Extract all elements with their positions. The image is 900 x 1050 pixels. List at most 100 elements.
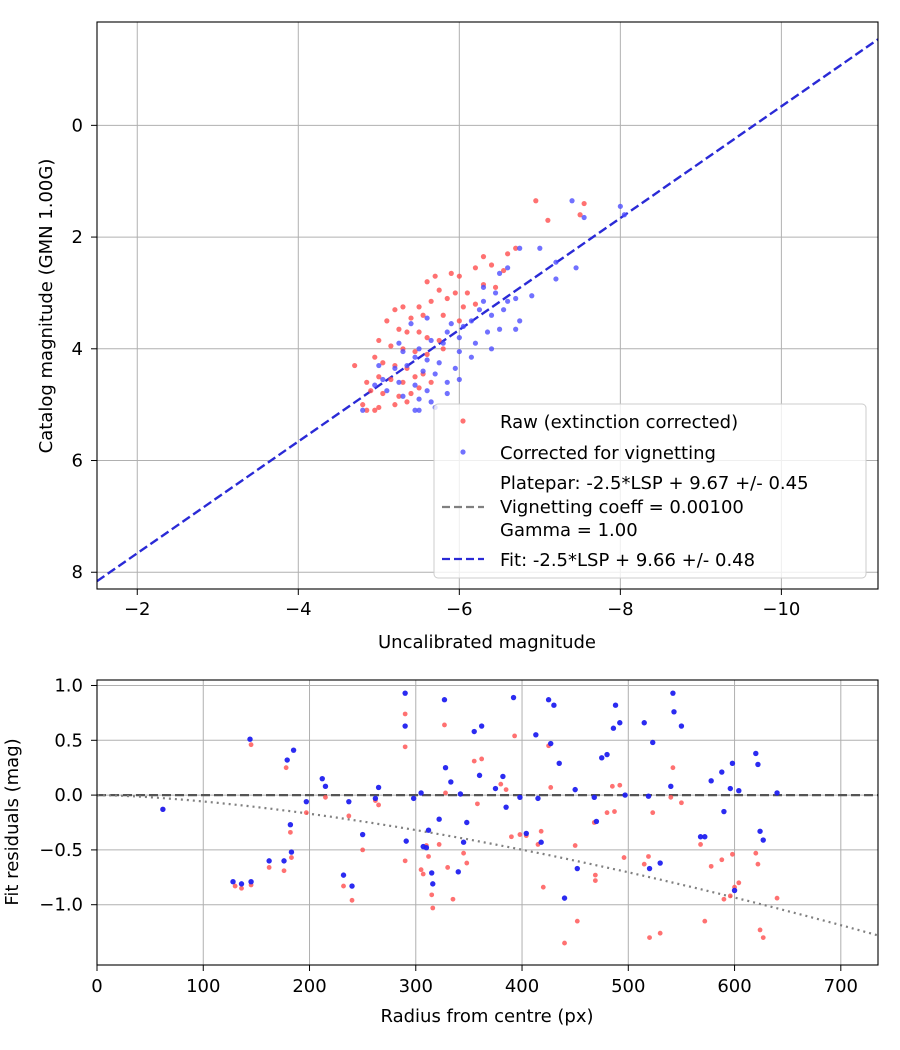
bottom-raw-point [736, 880, 742, 886]
bottom-corrected-point [610, 725, 617, 731]
bottom-corrected-point [612, 702, 619, 708]
bottom-raw-point [650, 810, 656, 816]
bottom-corrected-point [375, 784, 382, 791]
bottom-raw-point [646, 854, 651, 859]
bottom-corrected-point [572, 786, 578, 793]
top-x-tick-label: −10 [762, 599, 800, 620]
bottom-raw-point [430, 905, 436, 911]
top-raw-point [428, 379, 434, 385]
top-raw-point [404, 329, 410, 335]
top-corrected-point [424, 315, 430, 321]
bottom-raw-point [592, 878, 598, 883]
top-corrected-point [444, 329, 450, 335]
bottom-raw-point [727, 893, 733, 899]
bottom-raw-point [512, 733, 517, 739]
bottom-corrected-point [441, 697, 448, 703]
top-corrected-point [456, 335, 462, 341]
bottom-raw-point [283, 765, 289, 771]
top-y-tick-label: 0 [72, 115, 83, 136]
bottom-raw-point [287, 829, 293, 835]
top-raw-point [364, 379, 370, 385]
bottom-x-tick-label: 500 [611, 976, 645, 997]
top-raw-point [416, 329, 422, 335]
bottom-raw-point [498, 781, 504, 787]
bottom-raw-point [376, 802, 381, 808]
top-corrected-point [472, 340, 479, 346]
bottom-corrected-point [650, 739, 656, 746]
top-corrected-point [400, 393, 406, 399]
top-corrected-point [444, 379, 450, 385]
bottom-corrected-point [340, 872, 347, 878]
top-raw-point [577, 212, 583, 218]
top-raw-point [424, 335, 430, 341]
bottom-y-tick-label: −0.5 [39, 840, 83, 861]
bottom-raw-point [402, 711, 408, 717]
bottom-axes-frame [96, 679, 879, 966]
top-corrected-point [488, 312, 495, 318]
bottom-raw-point [349, 897, 355, 903]
top-raw-point [368, 388, 374, 394]
bottom-raw-point [420, 871, 426, 877]
bottom-corrected-point [448, 779, 454, 785]
bottom-corrected-point [548, 740, 554, 747]
bottom-corrected-point [574, 865, 580, 872]
top-raw-point [388, 343, 394, 349]
top-scatter-chart: −2 −4 −6 −8 −10 0 2 4 6 8 Uncalibrated magnitude… [36, 21, 879, 653]
top-raw-point [456, 318, 462, 324]
top-corrected-point [573, 265, 579, 271]
bottom-raw-point [604, 810, 610, 816]
top-corrected-point [396, 379, 402, 385]
top-raw-point [376, 374, 382, 380]
bottom-raw-point [721, 896, 727, 902]
bottom-raw-point [402, 858, 408, 864]
bottom-raw-point [679, 800, 684, 806]
top-corrected-point [420, 368, 426, 374]
top-corrected-point [440, 340, 446, 346]
bottom-raw-point [670, 765, 676, 771]
bottom-corrected-point [455, 869, 461, 875]
bottom-x-tick-label: 600 [717, 976, 751, 997]
top-corrected-point [468, 354, 474, 360]
top-raw-point [488, 262, 495, 268]
bottom-raw-point [708, 863, 714, 869]
legend-vignetting-label: Vignetting coeff = 0.00100 [500, 497, 744, 518]
bottom-raw-point [346, 813, 352, 819]
top-raw-point [400, 379, 406, 385]
bottom-y-tick-label: 1.0 [54, 675, 83, 696]
top-raw-point [436, 337, 442, 344]
bottom-corrected-point [464, 819, 470, 826]
top-raw-point [352, 362, 358, 369]
bottom-corrected-point [266, 858, 272, 864]
top-raw-point [456, 273, 462, 279]
top-fit-line-group [97, 38, 878, 583]
top-raw-point [376, 404, 382, 411]
top-fit-line [97, 38, 878, 583]
top-raw-point [380, 360, 386, 366]
bottom-raw-point [592, 872, 598, 878]
top-corrected-point [496, 326, 503, 332]
top-raw-point [464, 290, 470, 296]
top-raw-point [404, 399, 410, 405]
bottom-raw-point [621, 855, 627, 860]
top-raw-point [416, 304, 422, 310]
bottom-raw-point [540, 884, 546, 890]
bottom-raw-point [572, 843, 578, 848]
top-raw-point [533, 198, 539, 204]
top-raw-point [436, 287, 442, 293]
top-corrected-point [432, 371, 438, 377]
bottom-raw-point [239, 885, 244, 891]
bottom-raw-point [517, 832, 523, 837]
bottom-corrected-point [248, 878, 254, 885]
bottom-raw-point [443, 790, 448, 796]
bottom-vignetting-curve [97, 794, 878, 937]
top-corrected-point [380, 376, 386, 383]
bottom-raw-point [538, 828, 544, 834]
bottom-corrected-point [281, 858, 287, 864]
bottom-x-tick-label: 700 [824, 976, 858, 997]
bottom-corrected-point [492, 785, 499, 792]
bottom-corrected-point [545, 697, 552, 703]
top-corrected-point [496, 270, 503, 276]
legend-box [433, 403, 867, 579]
bottom-raw-point [281, 868, 287, 874]
